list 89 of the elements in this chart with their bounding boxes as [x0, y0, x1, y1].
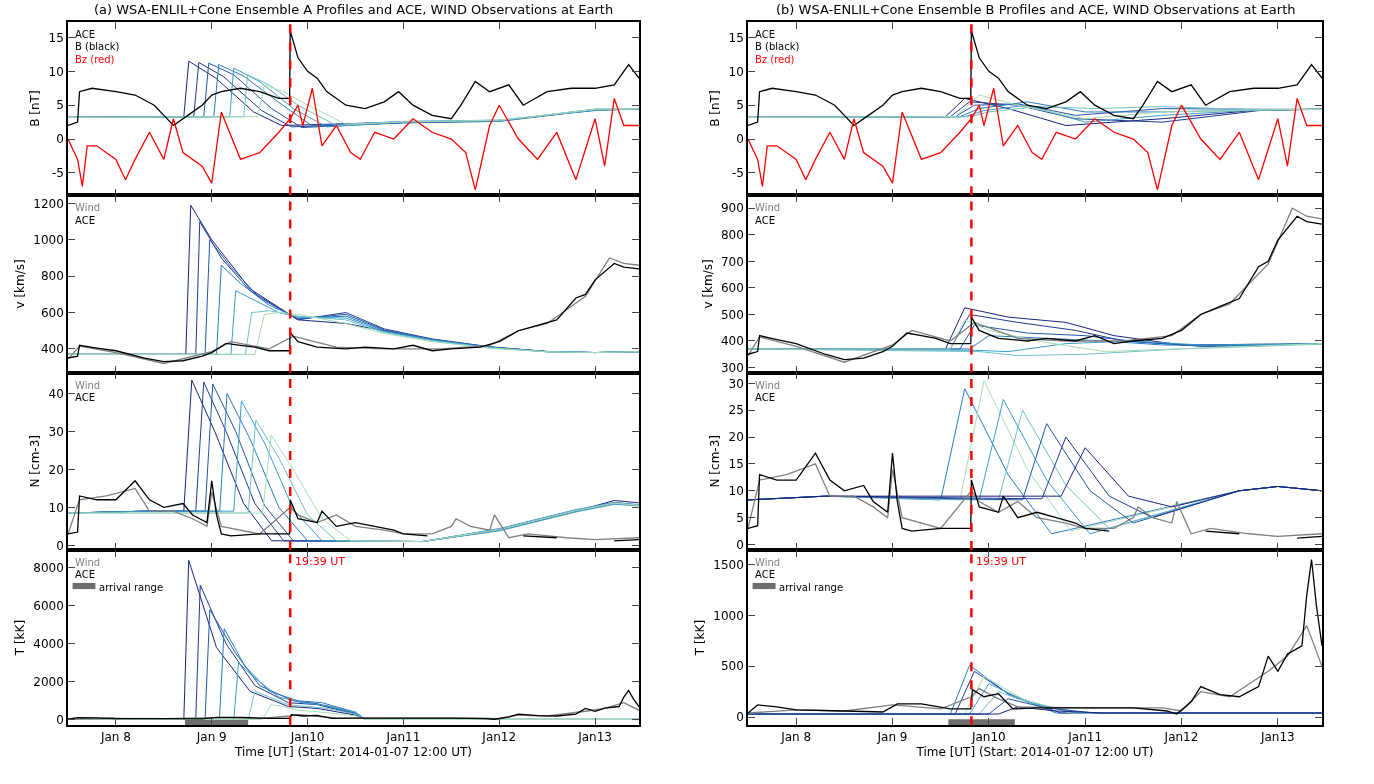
y-tick-label: 800	[720, 228, 744, 242]
x-tick-label: Jan12	[1163, 730, 1199, 745]
text: ACE	[755, 215, 775, 226]
y-tick-label: 0	[736, 710, 744, 725]
ref-line-label: 19:39 UT	[295, 555, 346, 568]
x-tick-label: Jan10	[970, 730, 1006, 745]
y-tick-label: 8000	[33, 561, 64, 576]
y-tick-label: 0	[56, 132, 64, 147]
text: ACE	[75, 569, 95, 580]
y-axis-title: B [nT]	[708, 90, 723, 127]
text: ACE	[755, 392, 775, 403]
y-tick-label: 0	[56, 713, 64, 728]
y-tick-label: 40	[48, 386, 64, 401]
x-tick-label: Jan10	[289, 730, 325, 745]
y-tick-label: 10	[728, 64, 744, 79]
y-tick-label: 5	[56, 98, 64, 113]
y-axis-title: B [nT]	[28, 90, 43, 127]
text: ACE	[75, 392, 95, 403]
x-tick-label: Jan11	[385, 730, 421, 745]
text: B (black)	[755, 41, 800, 52]
y-tick-label: 20	[728, 430, 744, 445]
y-tick-label: 6000	[33, 599, 64, 614]
y-axis-title: v [km/s]	[13, 259, 28, 309]
y-tick-label: 500	[720, 659, 744, 674]
y-tick-label: 4000	[33, 637, 64, 652]
y-tick-label: 10	[48, 500, 64, 515]
text: B (black)	[75, 41, 120, 52]
y-tick-label: 0	[736, 132, 744, 147]
y-axis-title: N [cm-3]	[28, 435, 43, 488]
y-tick-label: 15	[48, 30, 64, 45]
y-tick-label: 25	[728, 403, 744, 418]
annotation: ACE	[75, 29, 95, 40]
text: Bz (red)	[755, 54, 795, 65]
legend-label: arrival range	[99, 582, 164, 593]
y-tick-label: 300	[720, 360, 744, 375]
y-tick-label: 30	[728, 376, 744, 391]
y-tick-label: 400	[40, 342, 64, 357]
text: Wind	[755, 202, 781, 213]
legend-label: arrival range	[779, 582, 844, 593]
chart-title: (b) WSA-ENLIL+Cone Ensemble B Profiles and ACE, WIND Observations at Earth	[776, 2, 1296, 17]
y-tick-label: 2000	[33, 675, 64, 690]
y-tick-label: 1000	[33, 233, 64, 248]
x-axis-title: Time [UT] (Start: 2014-01-07 12:00 UT)	[233, 744, 473, 759]
y-tick-label: 5	[736, 98, 744, 113]
x-tick-label: Jan 9	[876, 730, 908, 745]
y-tick-label: 15	[728, 30, 744, 45]
chart-title: (a) WSA-ENLIL+Cone Ensemble A Profiles and ACE, WIND Observations at Earth	[94, 2, 614, 17]
x-tick-label: Jan11	[1067, 730, 1103, 745]
y-tick-label: 600	[40, 305, 64, 320]
y-tick-label: 5	[736, 510, 744, 525]
text: ACE	[755, 569, 775, 580]
y-tick-label: -5	[731, 166, 744, 181]
y-tick-label: 900	[720, 201, 744, 216]
y-tick-label: 1500	[713, 557, 744, 572]
x-tick-label: Jan13	[577, 730, 612, 745]
text: Wind	[755, 380, 781, 391]
y-tick-label: 1000	[713, 608, 744, 623]
x-tick-label: Jan13	[1259, 730, 1295, 745]
y-tick-label: 1200	[33, 196, 64, 211]
x-tick-label: Jan 9	[195, 730, 227, 745]
y-tick-label: 0	[736, 537, 744, 552]
text: Wind	[75, 202, 101, 213]
annotation: ACE	[755, 29, 775, 40]
y-tick-label: 600	[720, 281, 744, 296]
y-tick-label: 700	[720, 254, 744, 269]
y-tick-label: 10	[48, 64, 64, 79]
text: Wind	[755, 557, 781, 568]
x-axis-title: Time [UT] (Start: 2014-01-07 12:00 UT)	[915, 744, 1154, 759]
text: Wind	[75, 557, 101, 568]
x-tick-label: Jan 8	[99, 730, 131, 745]
text: Wind	[75, 380, 101, 391]
y-tick-label: 10	[728, 483, 744, 498]
y-tick-label: 20	[48, 462, 64, 477]
y-axis-title: N [cm-3]	[708, 435, 723, 488]
y-axis-title: T [kK]	[693, 619, 708, 657]
y-axis-title: T [kK]	[13, 619, 28, 657]
y-tick-label: 30	[48, 424, 64, 439]
ref-line-label: 19:39 UT	[976, 555, 1027, 568]
text: ACE	[75, 215, 95, 226]
y-tick-label: -5	[51, 166, 64, 181]
text: Bz (red)	[75, 54, 115, 65]
y-tick-label: 0	[56, 538, 64, 553]
y-axis-title: v [km/s]	[700, 259, 715, 309]
y-tick-label: 400	[720, 334, 744, 349]
x-tick-label: Jan12	[481, 730, 517, 745]
y-tick-label: 800	[40, 269, 64, 284]
y-tick-label: 15	[728, 457, 744, 472]
y-tick-label: 500	[720, 307, 744, 322]
x-tick-label: Jan 8	[780, 730, 812, 745]
